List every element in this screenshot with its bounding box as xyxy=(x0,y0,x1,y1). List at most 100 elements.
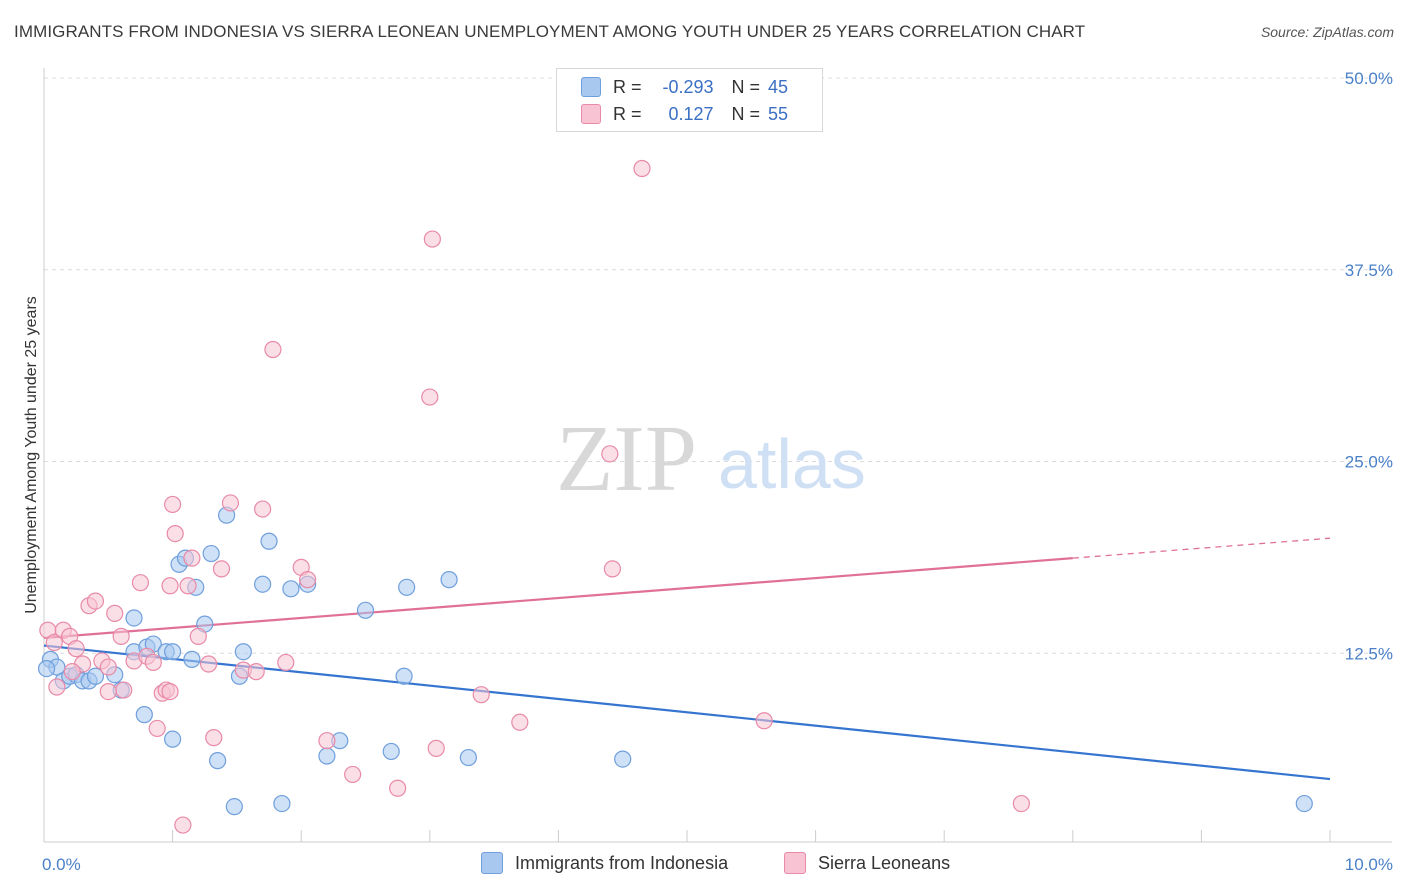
series-swatch-sierra-leone xyxy=(784,852,806,874)
point-sierra-leone xyxy=(1012,794,1030,813)
point-sierra-leone xyxy=(423,230,441,248)
point-sierra-leone xyxy=(161,682,179,701)
point-sierra-leone xyxy=(144,653,162,672)
point-sierra-leone xyxy=(183,549,201,567)
trend-line-sierra-leone xyxy=(43,557,1073,640)
legend-r-label: R = xyxy=(613,103,642,124)
point-sierra-leone xyxy=(601,445,619,463)
point-sierra-leone xyxy=(131,574,150,592)
point-sierra-leone xyxy=(99,682,117,701)
point-indonesia xyxy=(459,748,477,767)
point-sierra-leone xyxy=(161,577,179,595)
watermark: ZIP atlas xyxy=(556,407,866,511)
point-indonesia xyxy=(164,643,182,661)
x-tick-label: 0.0% xyxy=(42,855,81,874)
point-sierra-leone xyxy=(221,494,240,512)
source-credit: Source: ZipAtlas.com xyxy=(1260,24,1394,40)
point-indonesia xyxy=(164,730,182,748)
point-indonesia xyxy=(282,580,300,598)
y-tick-label: 50.0% xyxy=(1345,69,1393,88)
point-sierra-leone xyxy=(344,765,362,784)
point-indonesia xyxy=(273,794,291,813)
y-tick-label: 37.5% xyxy=(1345,261,1393,280)
point-indonesia xyxy=(382,742,400,761)
point-indonesia xyxy=(395,667,413,685)
point-sierra-leone xyxy=(247,663,265,681)
y-tick-label: 25.0% xyxy=(1345,453,1393,472)
point-indonesia xyxy=(440,571,458,589)
point-sierra-leone xyxy=(86,592,105,610)
point-sierra-leone xyxy=(45,633,63,652)
point-sierra-leone xyxy=(254,500,272,518)
point-indonesia xyxy=(135,706,153,724)
series-label-indonesia: Immigrants from Indonesia xyxy=(515,852,729,873)
point-sierra-leone xyxy=(67,640,85,658)
legend-n-value: 55 xyxy=(768,103,789,124)
point-sierra-leone xyxy=(189,627,207,645)
watermark-zip: ZIP xyxy=(556,407,697,511)
point-sierra-leone xyxy=(106,604,124,622)
point-indonesia xyxy=(37,659,56,678)
point-sierra-leone xyxy=(318,732,336,750)
watermark-atlas: atlas xyxy=(718,425,866,503)
point-indonesia xyxy=(398,578,416,596)
point-indonesia xyxy=(225,798,243,816)
legend-r-value: -0.293 xyxy=(662,76,714,97)
point-sierra-leone xyxy=(277,653,295,672)
point-indonesia xyxy=(1295,794,1313,813)
series-legend-sierra-leone: Sierra Leoneans xyxy=(784,852,950,874)
data-points xyxy=(37,159,1313,834)
point-indonesia xyxy=(254,575,272,593)
point-sierra-leone xyxy=(179,577,197,595)
point-indonesia xyxy=(318,747,336,765)
point-indonesia xyxy=(260,532,278,550)
point-sierra-leone xyxy=(472,686,490,704)
point-indonesia xyxy=(614,750,632,768)
point-sierra-leone xyxy=(212,560,231,578)
point-sierra-leone xyxy=(148,719,166,738)
legend-r-label: R = xyxy=(613,76,642,97)
point-sierra-leone xyxy=(166,524,184,543)
point-indonesia xyxy=(183,650,201,668)
point-sierra-leone xyxy=(200,655,218,673)
point-sierra-leone xyxy=(511,713,529,731)
point-sierra-leone xyxy=(427,739,445,757)
series-legend: Immigrants from Indonesia Sierra Leonean… xyxy=(0,852,1406,878)
point-indonesia xyxy=(202,544,220,563)
point-sierra-leone xyxy=(264,340,282,359)
x-tick-label: 10.0% xyxy=(1345,855,1393,874)
point-indonesia xyxy=(209,752,227,770)
legend-row-sierra-leone: R = 0.127 N = 55 xyxy=(581,102,788,126)
series-label-sierra-leone: Sierra Leoneans xyxy=(818,852,951,873)
point-sierra-leone xyxy=(299,571,317,589)
point-sierra-leone xyxy=(115,681,133,699)
point-sierra-leone xyxy=(603,560,622,578)
point-sierra-leone xyxy=(421,388,439,406)
legend-n-label: N = xyxy=(731,76,761,97)
point-indonesia xyxy=(125,609,143,627)
legend-swatch-indonesia xyxy=(581,77,601,97)
y-tick-label: 12.5% xyxy=(1345,644,1393,663)
point-sierra-leone xyxy=(48,678,66,696)
correlation-legend: R = -0.293 N = 45 R = 0.127 N = 55 xyxy=(556,68,823,132)
point-sierra-leone xyxy=(99,658,117,676)
grid-lines xyxy=(44,77,1392,654)
point-indonesia xyxy=(86,667,105,685)
point-sierra-leone xyxy=(112,627,130,645)
point-sierra-leone xyxy=(633,159,651,178)
series-swatch-indonesia xyxy=(481,852,503,874)
legend-n-label: N = xyxy=(731,103,761,124)
tick-labels: 12.5% 25.0% 37.5% 50.0% 0.0% 10.0% xyxy=(42,69,1393,874)
legend-r-value: 0.127 xyxy=(668,103,714,124)
point-indonesia xyxy=(234,643,252,661)
legend-row-indonesia: R = -0.293 N = 45 xyxy=(581,75,788,99)
point-indonesia xyxy=(356,601,375,619)
legend-swatch-sierra-leone xyxy=(581,104,601,124)
point-sierra-leone xyxy=(205,729,223,747)
chart-title: IMMIGRANTS FROM INDONESIA VS SIERRA LEON… xyxy=(14,22,1086,41)
y-axis-label: Unemployment Among Youth under 25 years xyxy=(23,296,40,614)
legend-n-value: 45 xyxy=(768,76,789,97)
point-sierra-leone xyxy=(755,712,773,730)
series-legend-indonesia: Immigrants from Indonesia xyxy=(481,852,728,874)
